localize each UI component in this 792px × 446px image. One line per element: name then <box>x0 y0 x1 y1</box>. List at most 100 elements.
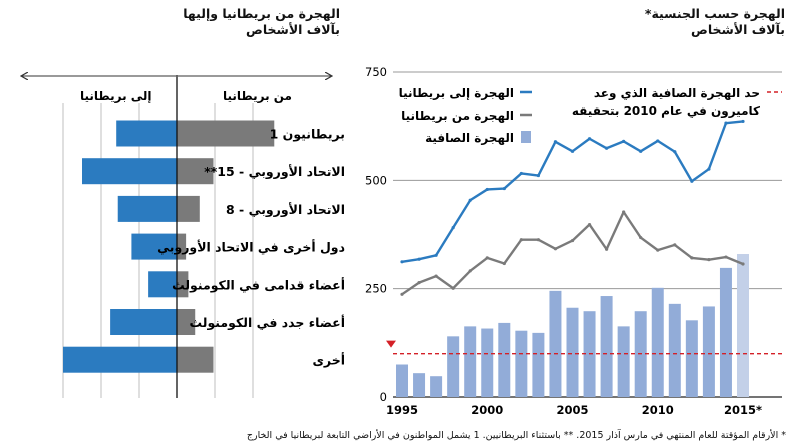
left-chart-title: الهجرة من بريطانيا وإليها بآلاف الأشخاص <box>183 6 340 38</box>
emigration-point <box>536 238 541 242</box>
net-migration-bar <box>719 267 732 397</box>
left-category-labels: بريطانيون 1 الاتحاد الأوروبي - 15** الاتحا… <box>157 127 345 368</box>
emigration-point <box>673 243 677 247</box>
arrow-to-uk-label: إلى بريطانيا <box>80 89 152 103</box>
emigration-line <box>401 210 744 296</box>
emigration-point <box>434 274 438 278</box>
arrow-from-uk-label: من بريطانيا <box>223 89 292 103</box>
immigration-point <box>639 149 643 153</box>
x-tick-label: 2000 <box>471 403 503 417</box>
bar-from-uk <box>177 346 214 373</box>
bar-to-uk <box>116 120 177 147</box>
legend-label-target-line2: كاميرون في عام 2010 بتحقيقه <box>572 104 760 119</box>
legend-swatch-net <box>521 131 531 143</box>
right-chart-subtitle: بآلاف الأشخاص <box>691 22 785 37</box>
left-chart-subtitle: بآلاف الأشخاص <box>246 22 340 37</box>
net-migration-bar <box>430 376 443 397</box>
series-lines <box>400 119 745 296</box>
immigration-point <box>485 187 489 192</box>
immigration-point <box>690 179 694 183</box>
net-migration-bar <box>566 307 579 397</box>
x-tick-label: 2010 <box>642 403 674 417</box>
immigration-point <box>553 140 558 144</box>
bar-from-uk <box>177 233 187 260</box>
category-label: دول أخرى في الاتحاد الأوروبي <box>157 239 345 255</box>
emigration-point <box>741 262 745 266</box>
net-migration-bar <box>396 364 408 397</box>
immigration-point <box>451 225 455 230</box>
left-chart-title-text: الهجرة من بريطانيا وإليها <box>183 6 340 21</box>
immigration-point <box>570 149 575 153</box>
immigration-point <box>400 260 404 264</box>
legend-label-target-line1: حد الهجرة الصافية الذي وعد <box>594 86 760 101</box>
bar-from-uk <box>177 120 275 147</box>
emigration-point <box>724 255 728 259</box>
category-label: أخرى <box>312 352 345 368</box>
net-migration-bar <box>515 330 528 397</box>
immigration-point <box>724 121 728 125</box>
immigration-point <box>622 139 626 143</box>
footnote: * الأرقام المؤقتة للعام المنتهي في مارس … <box>246 430 786 441</box>
net-migration-bar <box>600 296 613 397</box>
net-migration-bar <box>498 322 511 397</box>
immigration-point <box>587 137 592 141</box>
immigration-point <box>673 150 677 154</box>
emigration-point <box>656 248 660 252</box>
bar-to-uk <box>148 271 177 298</box>
net-migration-bar <box>447 336 460 397</box>
legend-label-immigration: الهجرة إلى بريطانيا <box>399 86 514 100</box>
y-tick-label: 0 <box>380 390 387 404</box>
bar-to-uk <box>63 346 177 373</box>
immigration-point <box>741 119 745 124</box>
category-label: الاتحاد الأوروبي - 15** <box>204 164 345 179</box>
bar-from-uk <box>177 195 200 222</box>
immigration-point <box>605 146 609 150</box>
legend-label-net: الهجرة الصافية <box>425 131 514 145</box>
emigration-point <box>485 256 489 260</box>
right-chart-title: الهجرة حسب الجنسية* بآلاف الأشخاص <box>645 6 785 38</box>
immigration-point <box>417 257 421 261</box>
net-migration-bar <box>532 332 545 397</box>
emigration-point <box>707 258 711 262</box>
bar-to-uk <box>82 158 177 185</box>
net-migration-bar <box>702 306 715 397</box>
axis-ticks: 0 250 500 750 1995 2000 2005 2010 2015* <box>365 65 762 417</box>
immigration-point <box>434 253 438 257</box>
net-migration-bar <box>685 320 698 397</box>
net-migration-bar <box>617 326 630 397</box>
emigration-point <box>400 292 404 296</box>
emigration-point <box>690 256 694 260</box>
category-label: أعضاء قدامى في الكومنولث <box>172 276 345 292</box>
bar-from-uk <box>177 271 189 298</box>
net-migration-bar <box>737 254 749 397</box>
bar-to-uk <box>110 309 177 335</box>
emigration-point <box>587 222 592 227</box>
legend: الهجرة إلى بريطانيا الهجرة من بريطانيا ا… <box>399 86 782 145</box>
net-migration-bar <box>668 303 681 397</box>
immigration-point <box>536 173 541 178</box>
net-migration-bar <box>651 287 664 397</box>
target-marker <box>386 340 396 348</box>
immigration-point <box>656 139 660 143</box>
bar-from-uk <box>177 158 214 185</box>
category-label: بريطانيون 1 <box>270 127 345 142</box>
immigration-point <box>468 198 472 202</box>
right-chart-title-text: الهجرة حسب الجنسية* <box>644 6 785 21</box>
immigration-point <box>519 171 523 176</box>
bar-from-uk <box>177 309 196 335</box>
net-migration-bar <box>549 290 562 397</box>
immigration-point <box>502 186 506 191</box>
category-label: أعضاء جدد في الكومنولث <box>190 314 345 330</box>
emigration-point <box>605 247 609 251</box>
immigration-point <box>707 167 711 171</box>
left-bars <box>63 120 275 373</box>
net-migration-bar <box>464 326 477 397</box>
net-migration-bars <box>396 254 749 397</box>
x-tick-label: 1995 <box>386 403 418 417</box>
net-migration-bar <box>413 373 426 397</box>
target-line-group <box>386 340 782 355</box>
emigration-point <box>468 269 472 273</box>
x-tick-label: 2005 <box>556 403 588 417</box>
net-migration-bar <box>481 328 494 397</box>
